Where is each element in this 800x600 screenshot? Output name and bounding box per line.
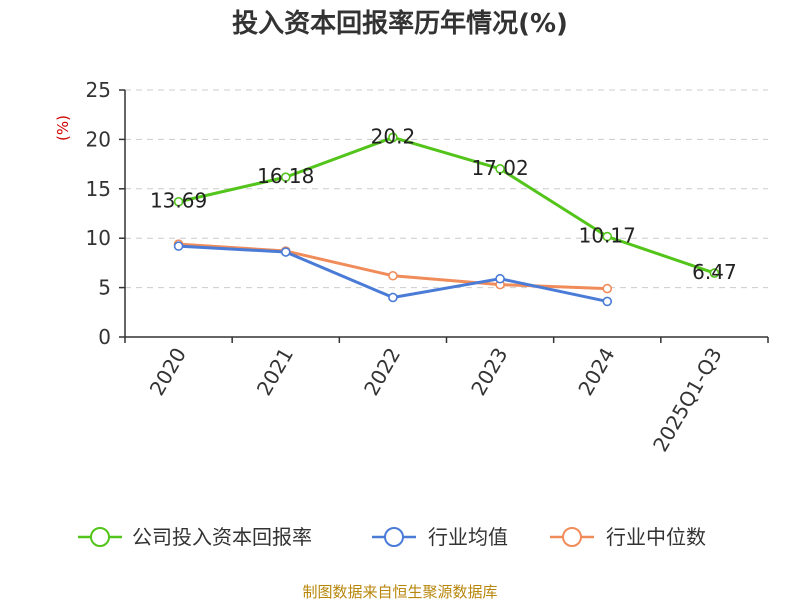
legend-item[interactable]: 行业均值 [372,525,508,549]
legend-swatch-marker [90,527,110,547]
data-point[interactable] [602,296,613,307]
legend[interactable]: 公司投入资本回报率 行业均值 行业中位数 [78,525,706,549]
chart-title: 投入资本回报率历年情况(%) [232,8,568,39]
data-point[interactable] [173,241,184,251]
data-point[interactable] [173,196,184,207]
series-group [173,132,720,307]
source-note: 制图数据来自恒生聚源数据库 [302,583,497,600]
data-label: 6.47 [692,260,737,284]
data-label: 20.2 [371,124,416,148]
data-point[interactable] [602,231,613,242]
data-point[interactable] [495,273,505,284]
x-tick-label: 2024 [573,344,619,400]
data-labels: 13.69 16.18 20.2 17.02 10.17 6.47 [150,124,737,284]
data-label: 13.69 [150,189,207,213]
y-tick-label: 25 [86,78,111,102]
y-tick-label: 10 [86,226,111,250]
x-tick-labels: 2020 2021 2022 2023 2024 2025Q1-Q3 [145,344,727,456]
y-axis-label: (%) [54,115,72,141]
legend-swatch-marker [562,527,582,547]
axes [119,89,769,343]
y-tick-label: 0 [98,325,111,349]
series-line [178,135,715,275]
x-tick-label: 2025Q1-Q3 [648,344,727,456]
data-point[interactable] [280,247,291,257]
legend-label: 行业中位数 [606,525,706,549]
data-point[interactable] [602,283,613,294]
y-tick-label: 20 [86,127,111,151]
legend-item[interactable]: 行业中位数 [550,525,706,549]
x-tick-label: 2021 [252,344,298,400]
x-tick-label: 2023 [466,344,512,400]
data-point[interactable] [709,268,720,278]
legend-label: 公司投入资本回报率 [132,525,312,549]
y-tick-labels: 0 5 10 15 20 25 [86,78,111,349]
x-tick-label: 2020 [145,344,191,400]
data-point[interactable] [388,132,398,143]
data-point[interactable] [495,164,505,174]
data-label: 10.17 [579,224,636,248]
data-label: 16.18 [257,164,314,188]
data-label: 17.02 [471,156,528,180]
data-point[interactable] [280,172,291,182]
legend-label: 行业均值 [428,525,508,549]
legend-item[interactable]: 公司投入资本回报率 [78,525,312,549]
data-point[interactable] [388,270,398,281]
y-tick-label: 15 [86,177,111,201]
data-point[interactable] [388,292,398,303]
x-tick-label: 2022 [359,344,405,400]
legend-swatch-marker [384,527,404,547]
y-tick-label: 5 [98,276,111,300]
